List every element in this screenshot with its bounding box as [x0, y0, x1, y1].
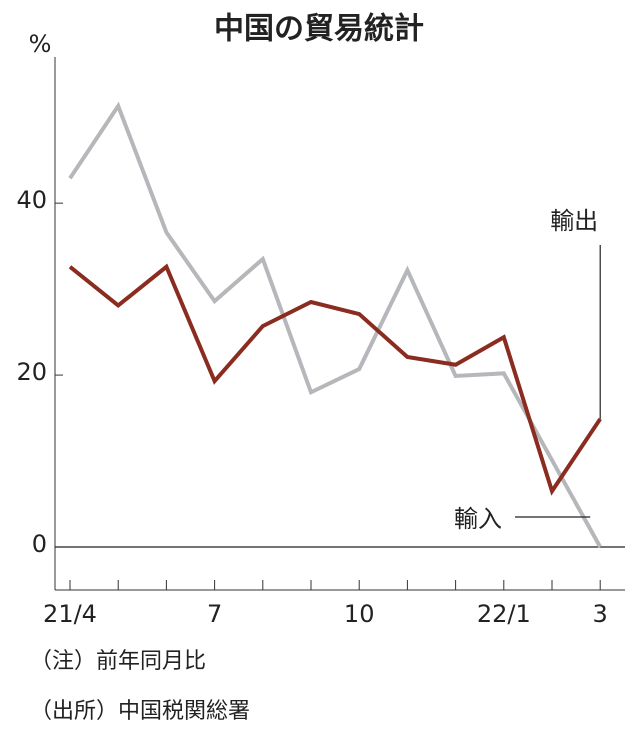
legend-label: 輸出 — [550, 207, 598, 235]
y-unit: % — [29, 30, 52, 58]
note: （注）前年同月比 — [30, 649, 206, 674]
y-tick-label: 40 — [16, 186, 47, 214]
y-tick-label: 0 — [32, 530, 47, 558]
series-line — [68, 101, 602, 548]
x-tick-label: 7 — [207, 600, 222, 628]
y-tick-label: 20 — [16, 358, 47, 386]
x-tick-label: 10 — [344, 600, 375, 628]
x-tick-label: 3 — [593, 600, 608, 628]
x-tick-label: 22/1 — [477, 600, 531, 628]
legend-label: 輸入 — [454, 505, 502, 533]
series-line — [68, 263, 602, 496]
x-tick-label: 21/4 — [43, 600, 97, 628]
chart-title: 中国の貿易統計 — [214, 12, 424, 47]
note: （出所）中国税関総署 — [30, 699, 250, 724]
